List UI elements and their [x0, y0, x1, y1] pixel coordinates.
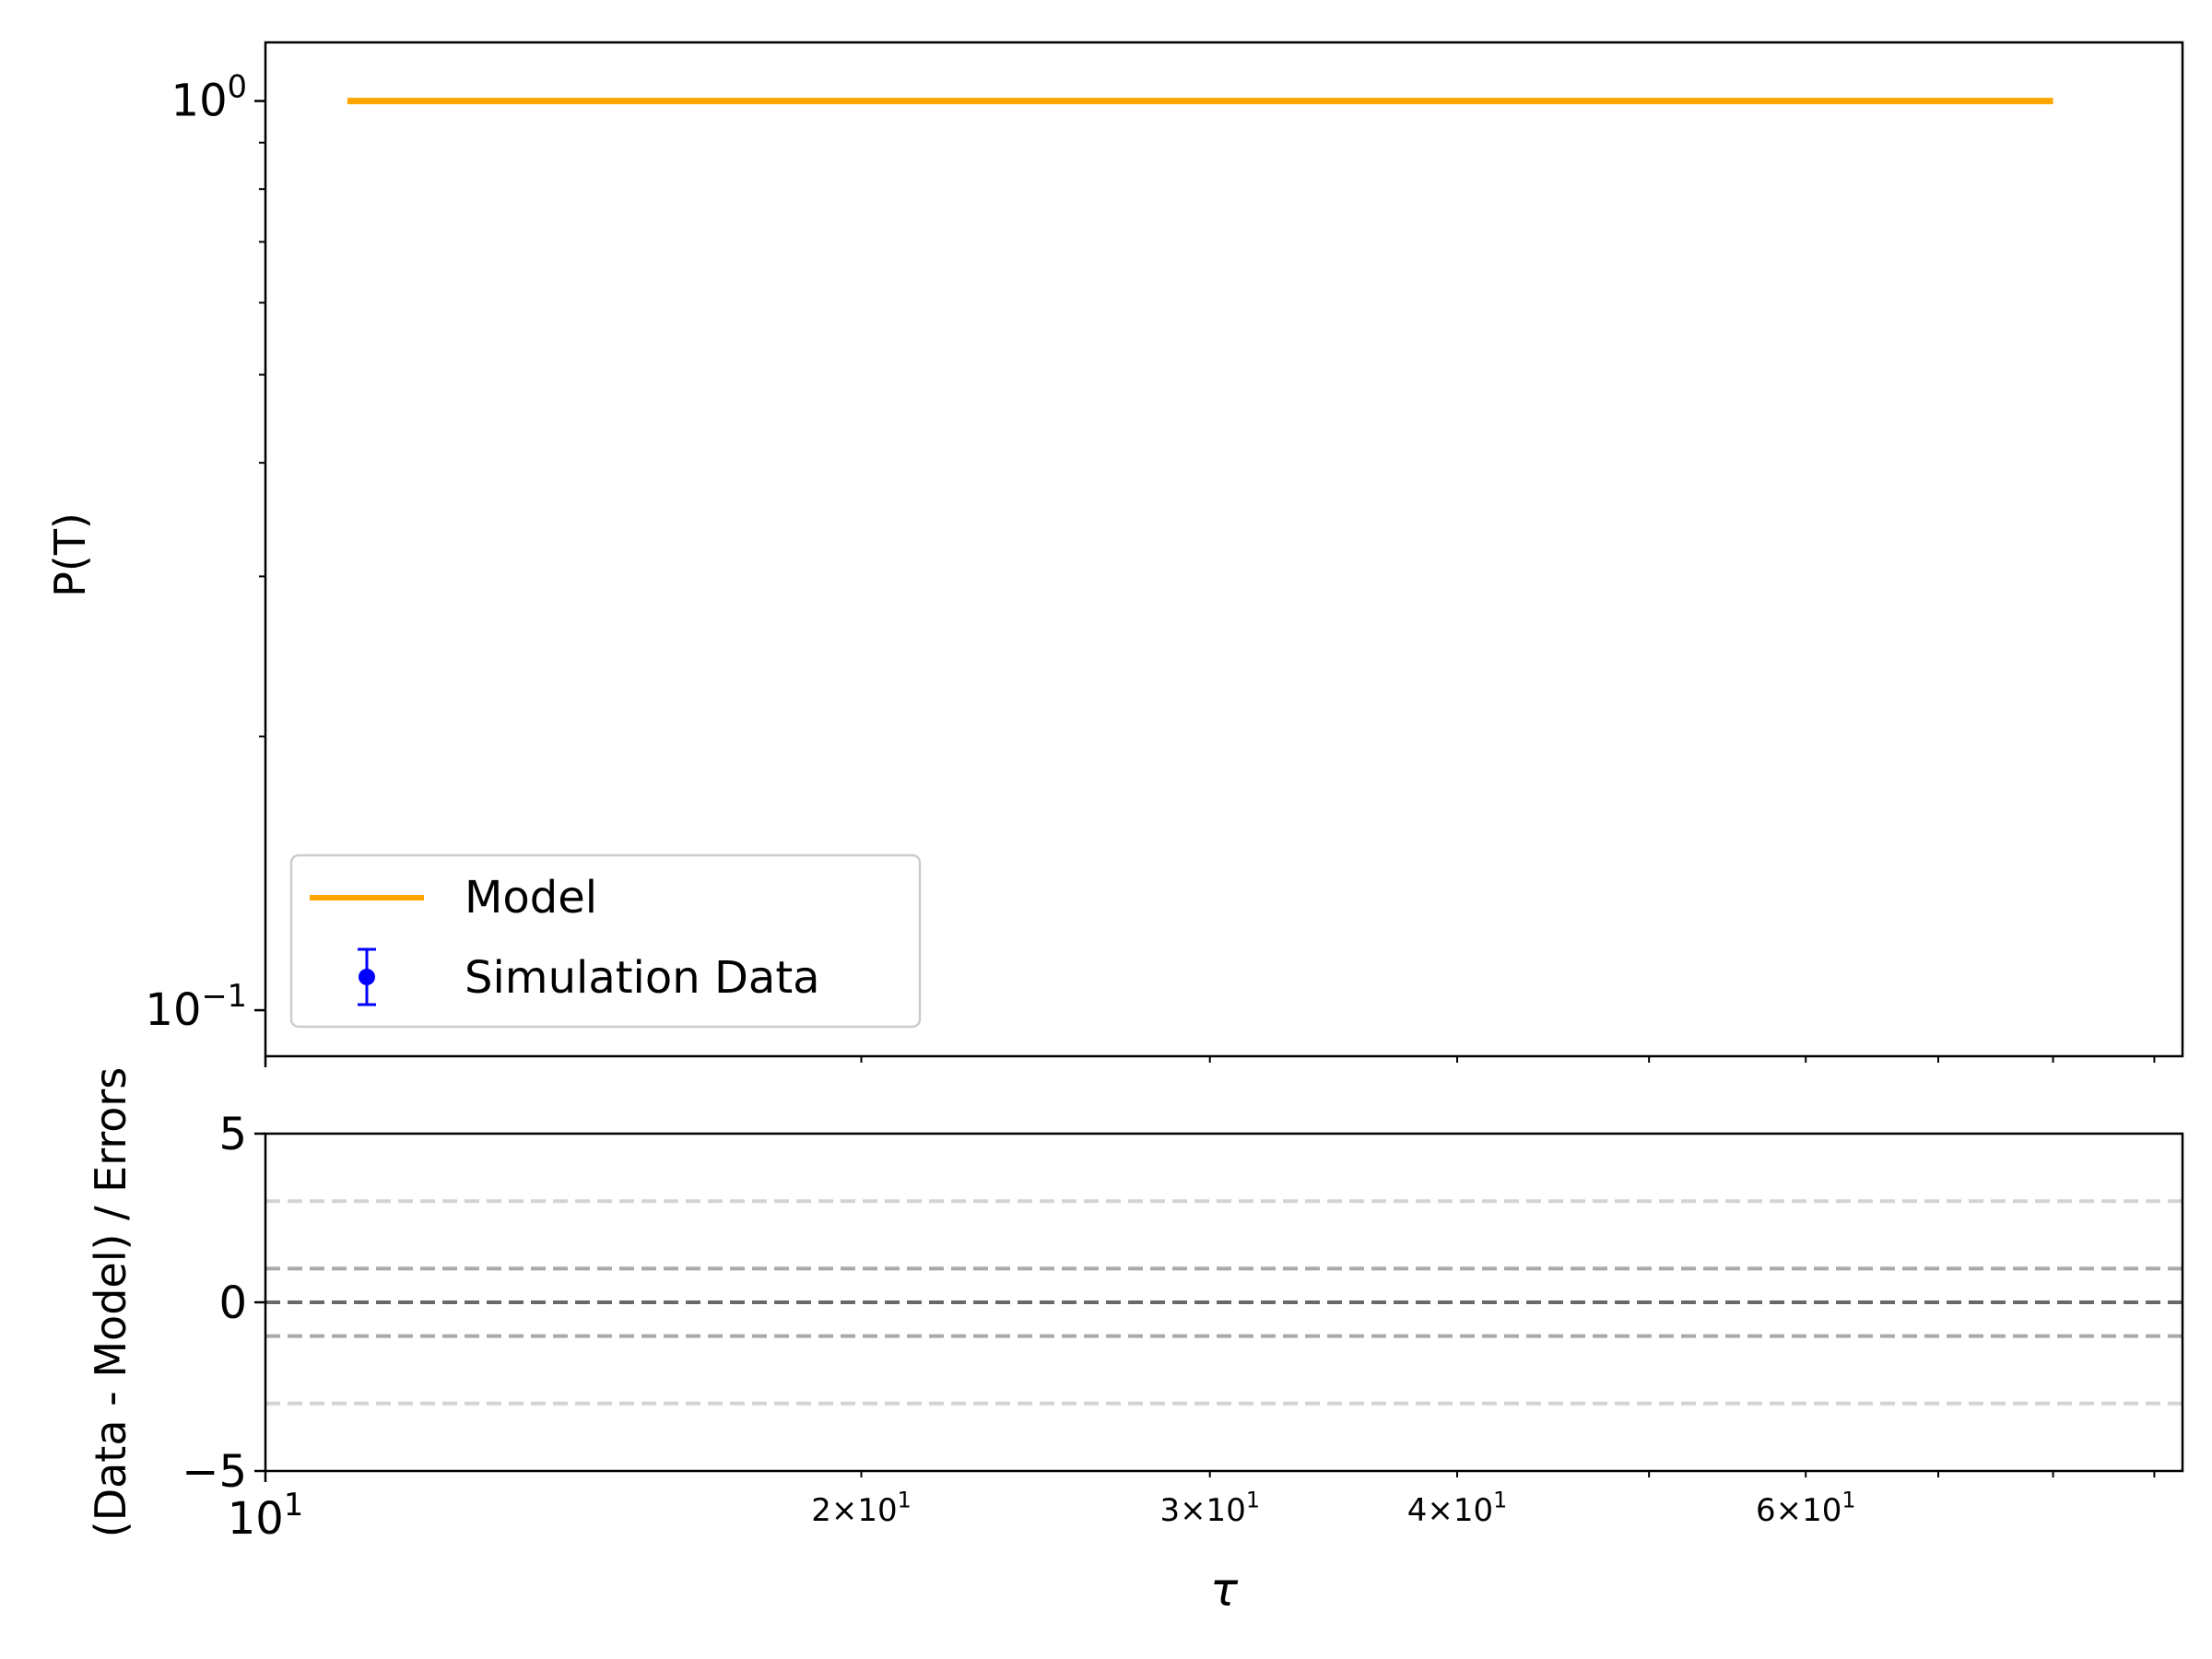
x-tick-label: 3×101: [1159, 1488, 1260, 1529]
main-x-ticks: [264, 1056, 2156, 1067]
legend: Model Simulation Data: [289, 853, 922, 1029]
y-tick-label: 100: [171, 68, 247, 126]
x-tick-label: 6×101: [1756, 1488, 1856, 1529]
y-tick-label: 10−1: [145, 978, 247, 1036]
residual-plot-layer: [265, 1199, 2183, 1406]
x-axis-label: τ: [1210, 1563, 1239, 1617]
residual-y-axis-label: (Data - Model) / Errors: [86, 1067, 135, 1538]
residual-panel: 5 0 −5 101 2×101 3×101 4×101 6×101 (Data - Mod…: [86, 1067, 2184, 1617]
main-panel: 100 10−1 P(T) Model Simulation Data: [45, 41, 2184, 1067]
x-tick-label: 2×101: [811, 1488, 912, 1529]
residual-y-tick-label: 0: [218, 1277, 247, 1329]
main-axes-frame: [264, 41, 2184, 1058]
legend-simulation-label: Simulation Data: [465, 952, 820, 1004]
residual-y-ticks: 5 0 −5: [182, 1109, 265, 1498]
x-tick-label: 101: [228, 1487, 303, 1545]
legend-simulation-swatch: [358, 947, 376, 1006]
residual-x-ticks: 101 2×101 3×101 4×101 6×101: [228, 1471, 2156, 1545]
legend-frame: [289, 853, 922, 1029]
residual-y-tick-label: −5: [182, 1446, 247, 1498]
legend-model-label: Model: [465, 872, 597, 924]
residual-y-tick-label: 5: [218, 1109, 247, 1160]
main-y-ticks: 100 10−1: [145, 68, 265, 1036]
x-tick-label: 4×101: [1407, 1488, 1508, 1529]
main-y-axis-label: P(T): [45, 512, 95, 597]
